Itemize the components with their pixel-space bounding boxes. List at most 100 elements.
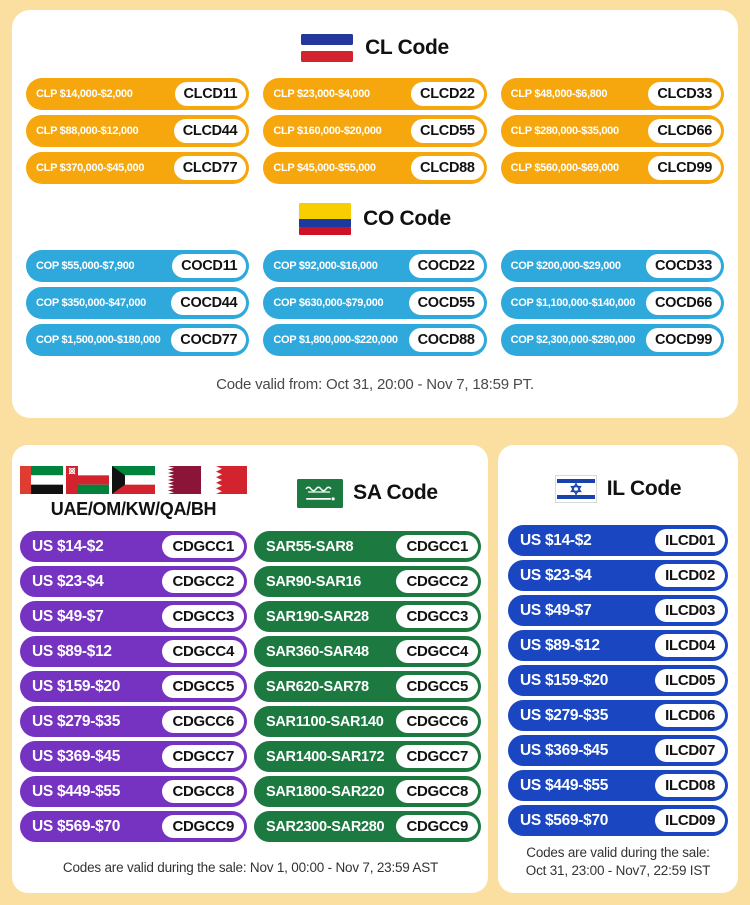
coupon-range: COP $1,800,000-$220,000 (273, 334, 398, 346)
sa-coupon-pill: SAR1100-SAR140 CDGCC6 (254, 706, 481, 737)
coupon-code: CDGCC2 (396, 570, 478, 593)
coupon-code: CDGCC1 (396, 535, 478, 558)
coupon-range: US $569-$70 (32, 817, 121, 835)
coupon-code: CLCD77 (173, 156, 247, 180)
coupon-range: US $369-$45 (32, 747, 121, 765)
coupon-code: COCD99 (645, 328, 721, 352)
coupon-code: CDGCC1 (162, 535, 244, 558)
coupon-range: US $89-$12 (32, 642, 112, 660)
coupon-range: CLP $280,000-$35,000 (510, 125, 619, 137)
il-coupon-pill: US $279-$35 ILCD06 (508, 700, 728, 731)
cl-coupon-pill: CLP $45,000-$55,000 CLCD88 (263, 152, 487, 184)
coupon-range: CLP $160,000-$20,000 (273, 125, 382, 137)
cl-coupon-pill: CLP $160,000-$20,000 CLCD55 (263, 115, 487, 147)
il-coupon-pill: US $159-$20 ILCD05 (508, 665, 728, 696)
coupon-range: US $279-$35 (32, 712, 121, 730)
coupon-code: CLCD44 (173, 119, 247, 143)
coupon-range: US $14-$2 (32, 537, 104, 555)
il-section-header: IL Code (508, 475, 728, 503)
il-coupon-pill: US $23-$4 ILCD02 (508, 560, 728, 591)
cl-coupon-pill: CLP $23,000-$4,000 CLCD22 (263, 78, 487, 110)
gcc-coupon-pill: US $23-$4 CDGCC2 (20, 566, 247, 597)
coupon-range: COP $350,000-$47,000 (36, 297, 146, 309)
coupon-range: COP $92,000-$16,000 (273, 260, 378, 272)
sa-section-title: SA Code (353, 481, 438, 504)
coupon-range: COP $2,300,000-$280,000 (510, 334, 636, 346)
gcc-coupon-pill: US $369-$45 CDGCC7 (20, 741, 247, 772)
coupon-range: US $159-$20 (520, 671, 609, 689)
gcc-coupon-pill: US $49-$7 CDGCC3 (20, 601, 247, 632)
gcc-coupon-pill: US $279-$35 CDGCC6 (20, 706, 247, 737)
coupon-code: CLCD11 (174, 82, 247, 106)
sa-coupon-pill: SAR90-SAR16 CDGCC2 (254, 566, 481, 597)
cl-section-header: CL Code (26, 32, 724, 64)
chile-flag-icon (301, 34, 354, 62)
oman-flag-icon (66, 466, 109, 494)
coupon-range: SAR620-SAR78 (266, 678, 369, 695)
bahrain-flag-icon (204, 466, 247, 494)
sa-coupon-pill: SAR1800-SAR220 CDGCC8 (254, 776, 481, 807)
coupon-code: CDGCC7 (396, 745, 478, 768)
coupon-code: CDGCC8 (396, 780, 478, 803)
coupon-code: CDGCC2 (162, 570, 244, 593)
coupon-code: CDGCC9 (396, 815, 478, 838)
kuwait-flag-icon (112, 466, 155, 494)
coupon-range: US $449-$55 (32, 782, 121, 800)
coupon-range: US $23-$4 (32, 572, 104, 590)
cl-coupon-pill: CLP $14,000-$2,000 CLCD11 (26, 78, 250, 110)
coupon-code: ILCD04 (655, 634, 725, 657)
gcc-column: UAE/OM/KW/QA/BH US $14-$2 CDGCC1 US $23-$… (20, 455, 247, 846)
coupon-range: US $449-$55 (520, 776, 609, 794)
coupon-code: CDGCC9 (162, 815, 244, 838)
gcc-section-title: UAE/OM/KW/QA/BH (50, 499, 217, 519)
il-section-title: IL Code (606, 477, 682, 500)
coupon-range: COP $630,000-$79,000 (273, 297, 384, 309)
coupon-range: SAR190-SAR28 (266, 608, 369, 625)
coupon-code: CDGCC3 (162, 605, 244, 628)
sa-section-header: SA Code (297, 478, 438, 508)
coupon-range: US $369-$45 (520, 741, 609, 759)
coupon-code: COCD33 (645, 254, 721, 278)
coupon-code: CDGCC8 (162, 780, 244, 803)
coupon-range: US $14-$2 (520, 531, 592, 549)
gcc-section-header: UAE/OM/KW/QA/BH (20, 455, 247, 531)
coupon-code: ILCD08 (655, 774, 725, 797)
coupon-range: CLP $88,000-$12,000 (36, 125, 139, 137)
israel-flag-icon (554, 475, 597, 503)
gcc-coupon-pill: US $569-$70 CDGCC9 (20, 811, 247, 842)
bottom-cards-row: UAE/OM/KW/QA/BH US $14-$2 CDGCC1 US $23-$… (12, 445, 738, 893)
coupon-code: COCD11 (172, 254, 247, 278)
coupon-range: US $279-$35 (520, 706, 609, 724)
coupon-code: CDGCC4 (162, 640, 244, 663)
coupon-code: CLCD66 (648, 119, 721, 143)
il-codes-card: IL Code US $14-$2 ILCD01 US $23-$4 ILCD02 … (498, 445, 738, 893)
cl-coupon-pill: CLP $280,000-$35,000 CLCD66 (500, 115, 724, 147)
gcc-coupon-pill: US $449-$55 CDGCC8 (20, 776, 247, 807)
gcc-flags-row (20, 466, 247, 494)
coupon-range: COP $55,000-$7,900 (36, 260, 135, 272)
coupon-code: COCD77 (171, 328, 247, 352)
co-coupon-pill: COP $92,000-$16,000 COCD22 (263, 250, 487, 282)
coupon-code: ILCD09 (655, 809, 725, 832)
coupon-code: CDGCC5 (396, 675, 478, 698)
co-coupon-pill: COP $200,000-$29,000 COCD33 (500, 250, 724, 282)
il-coupon-pill: US $14-$2 ILCD01 (508, 525, 728, 556)
coupon-code: CLCD88 (411, 156, 484, 180)
co-pill-grid: COP $55,000-$7,900 COCD11 COP $92,000-$16… (26, 250, 724, 356)
coupon-code: CDGCC3 (396, 605, 478, 628)
co-coupon-pill: COP $2,300,000-$280,000 COCD99 (500, 324, 724, 356)
cl-coupon-pill: CLP $88,000-$12,000 CLCD44 (26, 115, 250, 147)
co-coupon-pill: COP $55,000-$7,900 COCD11 (26, 250, 250, 282)
coupon-code: ILCD05 (655, 669, 725, 692)
coupon-range: SAR1400-SAR172 (266, 748, 385, 765)
coupon-range: CLP $370,000-$45,000 (36, 162, 145, 174)
sa-coupon-pill: SAR620-SAR78 CDGCC5 (254, 671, 481, 702)
saudi-arabia-flag-icon (297, 478, 344, 508)
il-coupon-pill: US $449-$55 ILCD08 (508, 770, 728, 801)
coupon-code: CLCD22 (411, 82, 484, 106)
coupon-code: COCD66 (645, 291, 721, 315)
coupon-range: CLP $45,000-$55,000 (273, 162, 376, 174)
coupon-code: CLCD55 (411, 119, 484, 143)
coupon-range: CLP $14,000-$2,000 (36, 88, 133, 100)
coupon-range: SAR90-SAR16 (266, 573, 362, 590)
